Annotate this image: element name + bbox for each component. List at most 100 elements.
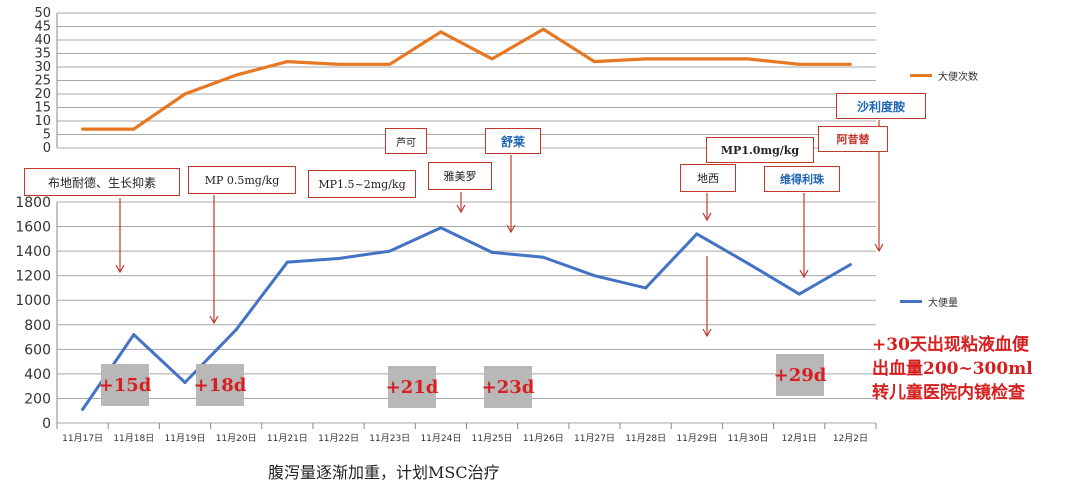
frequency-point-7 <box>439 30 443 34</box>
xtick-label-6: 11月23日 <box>369 433 410 444</box>
bottom-ytick-label-4: 800 <box>24 318 51 334</box>
annotation-arrowhead-5 <box>702 328 712 338</box>
bottom-ytick-label-8: 1600 <box>15 220 51 236</box>
day-marker-21: +21d <box>386 366 438 408</box>
top-ytick-label-0: 0 <box>43 141 51 156</box>
annotation-dixi: 地西 <box>680 164 736 192</box>
bottom-ytick-label-9: 1800 <box>15 195 51 211</box>
legend-label-frequency: 大便次数 <box>938 72 978 83</box>
annotation-arrowhead-0 <box>115 264 125 274</box>
top-ytick-label-6: 30 <box>34 60 51 75</box>
caption: 腹泻量逐渐加重，计划MSC治疗 <box>268 463 500 482</box>
xtick-label-7: 11月24日 <box>420 433 461 444</box>
volume-point-12 <box>695 232 699 236</box>
volume-point-3 <box>234 328 238 332</box>
frequency-point-11 <box>644 57 648 61</box>
frequency-point-0 <box>81 127 85 131</box>
xtick-label-0: 11月17日 <box>62 433 103 444</box>
top-ytick-label-8: 40 <box>34 33 51 48</box>
volume-point-0 <box>81 407 85 411</box>
volume-point-1 <box>132 333 136 337</box>
annotation-arrowhead-2 <box>456 204 466 214</box>
annotation-budesonide: 布地耐德、生长抑素 <box>24 168 180 196</box>
volume-point-2 <box>183 380 187 384</box>
legend-stool-frequency: 大便次数 <box>910 68 978 83</box>
xtick-label-11: 11月28日 <box>625 433 666 444</box>
annotation-shulai: 舒莱 <box>485 128 541 154</box>
xtick-label-1: 11月18日 <box>113 433 154 444</box>
xtick-label-13: 11月30日 <box>728 433 769 444</box>
annotation-arrowhead-7 <box>874 243 884 253</box>
xtick-label-15: 12月2日 <box>833 433 868 444</box>
bottom-ytick-label-0: 0 <box>42 416 51 432</box>
xtick-label-8: 11月25日 <box>472 433 513 444</box>
annotation-axitinib: 阿昔替 <box>818 126 888 152</box>
day-marker-15: +15d <box>99 364 151 406</box>
top-ytick-label-1: 5 <box>43 128 51 143</box>
clinical-note-line-2: 出血量200~300ml <box>872 359 1033 379</box>
legend-stool-volume: 大便量 <box>900 294 958 309</box>
xtick-label-12: 11月29日 <box>676 433 717 444</box>
bottom-ytick-label-7: 1400 <box>15 244 51 260</box>
volume-point-13 <box>746 261 750 265</box>
clinical-note-line-3: 转儿童医院内镜检查 <box>872 383 1025 403</box>
top-ytick-label-7: 35 <box>34 47 51 62</box>
annotation-arrowhead-1 <box>209 315 219 325</box>
day-marker-18: +18d <box>194 364 246 406</box>
annotation-mp-10: MP1.0mg/kg <box>706 137 814 163</box>
legend-swatch-blue <box>900 300 922 303</box>
annotation-arrowhead-6 <box>799 269 809 279</box>
bottom-ytick-label-6: 1200 <box>15 269 51 285</box>
annotation-mp-05: MP 0.5mg/kg <box>188 166 296 194</box>
xtick-label-4: 11月21日 <box>267 433 308 444</box>
legend-swatch-orange <box>910 74 932 77</box>
xtick-label-5: 11月22日 <box>318 433 359 444</box>
annotation-mp-15-2: MP1.5~2mg/kg <box>308 170 416 198</box>
xtick-label-14: 12月1日 <box>782 433 817 444</box>
xtick-label-10: 11月27日 <box>574 433 615 444</box>
volume-point-11 <box>644 286 648 290</box>
clinical-note-line-1: +30天出现粘液血便 <box>872 335 1029 355</box>
annotation-arrowhead-4 <box>702 212 712 222</box>
volume-point-14 <box>797 292 801 296</box>
volume-point-6 <box>388 249 392 253</box>
annotation-lugu: 芦可 <box>385 128 427 154</box>
volume-point-8 <box>490 250 494 254</box>
frequency-point-5 <box>337 62 341 66</box>
volume-point-15 <box>848 263 852 267</box>
frequency-point-13 <box>746 57 750 61</box>
frequency-point-14 <box>797 62 801 66</box>
frequency-point-3 <box>234 73 238 77</box>
series-line-stool-frequency <box>82 27 851 131</box>
top-ytick-label-3: 15 <box>34 101 51 116</box>
day-marker-29: +29d <box>774 354 826 396</box>
top-ytick-label-5: 25 <box>34 74 51 89</box>
bottom-ytick-label-3: 600 <box>24 342 51 358</box>
frequency-point-9 <box>541 27 545 31</box>
annotation-thalidomide: 沙利度胺 <box>836 93 926 119</box>
annotation-vedolizumab: 维得利珠 <box>764 166 840 192</box>
clinical-note: +30天出现粘液血便 出血量200~300ml 转儿童医院内镜检查 <box>872 333 1033 405</box>
legend-label-volume: 大便量 <box>928 298 958 309</box>
frequency-point-8 <box>490 57 494 61</box>
frequency-point-2 <box>183 92 187 96</box>
top-ytick-label-2: 10 <box>34 114 51 129</box>
frequency-point-10 <box>592 60 596 64</box>
xtick-label-3: 11月20日 <box>216 433 257 444</box>
bottom-ytick-label-1: 200 <box>24 391 51 407</box>
frequency-point-1 <box>132 127 136 131</box>
volume-point-4 <box>285 260 289 264</box>
frequency-point-6 <box>388 62 392 66</box>
annotation-arrowhead-3 <box>506 224 516 234</box>
frequency-point-15 <box>848 62 852 66</box>
series-line-stool-volume <box>81 226 852 411</box>
bottom-ytick-label-2: 400 <box>24 367 51 383</box>
frequency-point-4 <box>285 60 289 64</box>
top-ytick-label-9: 45 <box>34 20 51 35</box>
volume-point-10 <box>592 274 596 278</box>
annotation-yameiluo: 雅美罗 <box>428 162 492 190</box>
xtick-label-2: 11月19日 <box>165 433 206 444</box>
day-marker-23: +23d <box>482 366 534 408</box>
